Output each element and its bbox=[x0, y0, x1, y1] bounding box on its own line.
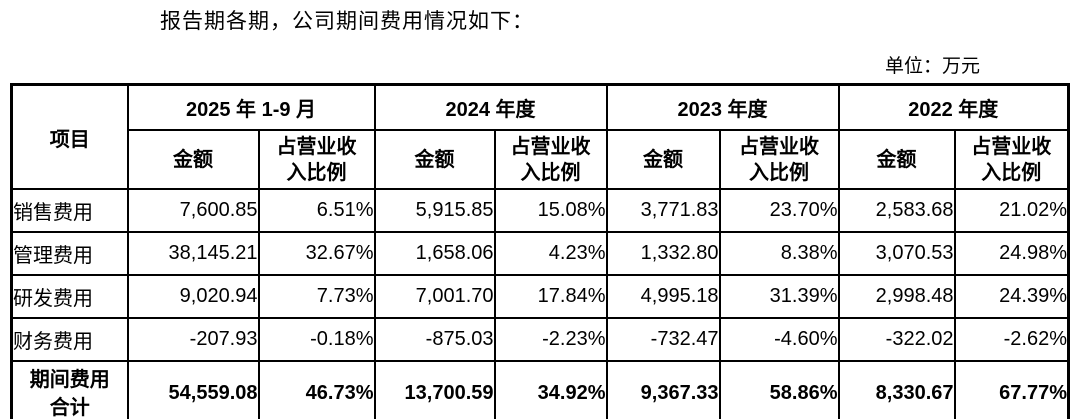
cell-amount-2024: 7,001.70 bbox=[373, 274, 496, 319]
table-row-admin-expense: 管理费用 38,145.21 32.67% 1,658.06 4.23% 1,3… bbox=[10, 231, 1070, 276]
subheader-amount-2022: 金额 bbox=[837, 129, 956, 190]
cell-amount-2022: 2,998.48 bbox=[837, 274, 956, 319]
subheader-ratio-2022: 占营业收 入比例 bbox=[953, 129, 1070, 190]
period-header-2025: 2025 年 1-9 月 bbox=[126, 83, 376, 131]
cell-ratio-2025: 32.67% bbox=[257, 231, 376, 276]
cell-ratio-2025: -0.18% bbox=[257, 317, 376, 362]
cell-ratio-2025: 6.51% bbox=[257, 188, 376, 233]
cell-ratio-2024: 4.23% bbox=[493, 231, 608, 276]
subheader-ratio-2024: 占营业收 入比例 bbox=[493, 129, 608, 190]
cell-amount-2025: 9,020.94 bbox=[126, 274, 260, 319]
subheader-amount-2025: 金额 bbox=[126, 129, 260, 190]
row-label: 管理费用 bbox=[10, 231, 129, 276]
subheader-amount-2024: 金额 bbox=[373, 129, 496, 190]
intro-text: 报告期各期，公司期间费用情况如下： bbox=[160, 9, 534, 33]
table-row-total: 期间费用 合计 54,559.08 46.73% 13,700.59 34.92… bbox=[10, 360, 1070, 419]
cell-ratio-2022: 67.77% bbox=[953, 360, 1070, 419]
cell-amount-2024: 13,700.59 bbox=[373, 360, 496, 419]
cell-amount-2023: 1,332.80 bbox=[605, 231, 721, 276]
cell-amount-2024: 5,915.85 bbox=[373, 188, 496, 233]
cell-amount-2025: 54,559.08 bbox=[126, 360, 260, 419]
cell-ratio-2023: 31.39% bbox=[718, 274, 840, 319]
subheader-ratio-2025: 占营业收 入比例 bbox=[257, 129, 376, 190]
cell-ratio-2023: -4.60% bbox=[718, 317, 840, 362]
cell-amount-2025: 7,600.85 bbox=[126, 188, 260, 233]
cell-ratio-2024: 17.84% bbox=[493, 274, 608, 319]
cell-ratio-2022: 21.02% bbox=[953, 188, 1070, 233]
period-header-2024: 2024 年度 bbox=[373, 83, 608, 131]
cell-ratio-2024: -2.23% bbox=[493, 317, 608, 362]
cell-ratio-2025: 7.73% bbox=[257, 274, 376, 319]
subheader-ratio-2023: 占营业收 入比例 bbox=[718, 129, 840, 190]
cell-ratio-2022: -2.62% bbox=[953, 317, 1070, 362]
corner-header: 项目 bbox=[10, 83, 129, 190]
cell-amount-2023: 9,367.33 bbox=[605, 360, 721, 419]
cell-ratio-2022: 24.39% bbox=[953, 274, 1070, 319]
cell-amount-2025: 38,145.21 bbox=[126, 231, 260, 276]
table-row-sales-expense: 销售费用 7,600.85 6.51% 5,915.85 15.08% 3,77… bbox=[10, 188, 1070, 233]
cell-amount-2023: 4,995.18 bbox=[605, 274, 721, 319]
cell-ratio-2023: 23.70% bbox=[718, 188, 840, 233]
cell-ratio-2023: 8.38% bbox=[718, 231, 840, 276]
cell-ratio-2025: 46.73% bbox=[257, 360, 376, 419]
cell-amount-2022: -322.02 bbox=[837, 317, 956, 362]
header-row-periods: 项目 2025 年 1-9 月 2024 年度 2023 年度 2022 年度 bbox=[10, 83, 1070, 190]
row-label: 财务费用 bbox=[10, 317, 129, 362]
cell-amount-2024: -875.03 bbox=[373, 317, 496, 362]
header-row-subcolumns: 金额 占营业收 入比例 金额 占营业收 入比例 金额 占营业收 入比例 金额 占… bbox=[12, 129, 1070, 190]
cell-amount-2022: 2,583.68 bbox=[837, 188, 956, 233]
row-label: 研发费用 bbox=[10, 274, 129, 319]
table-row-finance-expense: 财务费用 -207.93 -0.18% -875.03 -2.23% -732.… bbox=[10, 317, 1070, 362]
cell-amount-2025: -207.93 bbox=[126, 317, 260, 362]
cell-ratio-2024: 34.92% bbox=[493, 360, 608, 419]
cell-ratio-2024: 15.08% bbox=[493, 188, 608, 233]
table-row-rd-expense: 研发费用 9,020.94 7.73% 7,001.70 17.84% 4,99… bbox=[10, 274, 1070, 319]
period-header-2022: 2022 年度 bbox=[837, 83, 1070, 131]
cell-amount-2022: 3,070.53 bbox=[837, 231, 956, 276]
cell-amount-2023: -732.47 bbox=[605, 317, 721, 362]
cell-amount-2022: 8,330.67 bbox=[837, 360, 956, 419]
expenses-table: 项目 2025 年 1-9 月 2024 年度 2023 年度 2022 年度 … bbox=[10, 83, 1071, 419]
subheader-amount-2023: 金额 bbox=[605, 129, 721, 190]
row-label: 销售费用 bbox=[10, 188, 129, 233]
unit-label: 单位：万元 bbox=[884, 56, 980, 77]
row-label: 期间费用 合计 bbox=[10, 360, 129, 419]
cell-ratio-2022: 24.98% bbox=[953, 231, 1070, 276]
cell-amount-2023: 3,771.83 bbox=[605, 188, 721, 233]
cell-ratio-2023: 58.86% bbox=[718, 360, 840, 419]
cell-amount-2024: 1,658.06 bbox=[373, 231, 496, 276]
period-header-2023: 2023 年度 bbox=[605, 83, 840, 131]
